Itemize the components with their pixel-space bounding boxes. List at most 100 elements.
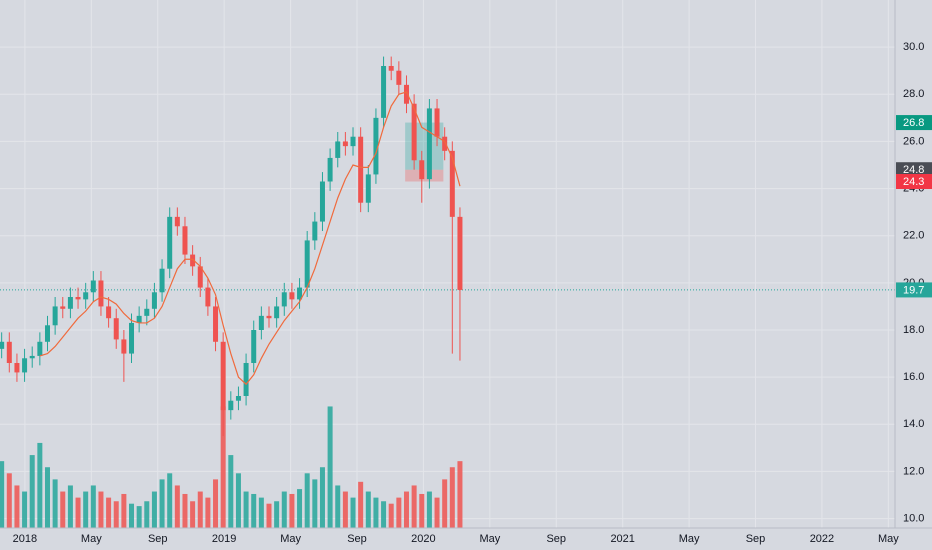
candle-body bbox=[449, 150, 455, 217]
candle-body bbox=[29, 355, 35, 359]
volume-bar bbox=[151, 491, 157, 528]
price-badge-label: 26.8 bbox=[903, 117, 924, 129]
price-badge bbox=[896, 282, 932, 298]
candle-body bbox=[388, 66, 394, 71]
volume-bar bbox=[235, 473, 241, 528]
candle-body bbox=[75, 297, 81, 300]
candle-body bbox=[281, 292, 287, 307]
price-labels: 26.8 24.824.3 19.7 bbox=[896, 115, 932, 298]
candle-body bbox=[22, 358, 28, 373]
x-tick-label: May bbox=[679, 533, 700, 545]
candle-body bbox=[335, 141, 341, 158]
candle-body bbox=[14, 363, 20, 373]
volume-bar bbox=[167, 473, 173, 528]
candle-body bbox=[442, 136, 448, 151]
volume-bar bbox=[121, 493, 127, 528]
candle-body bbox=[243, 363, 249, 396]
x-tick-label: May bbox=[878, 533, 899, 545]
candle-body bbox=[312, 221, 318, 241]
candle-body bbox=[396, 70, 402, 85]
candle-body bbox=[67, 297, 73, 309]
candle-body bbox=[403, 84, 409, 104]
y-tick-label: 12.0 bbox=[903, 465, 924, 477]
price-badge-label: 19.7 bbox=[903, 284, 924, 296]
volume-bar bbox=[106, 497, 112, 528]
candle-body bbox=[167, 216, 173, 269]
y-tick-label: 22.0 bbox=[903, 230, 924, 242]
candle-body bbox=[182, 226, 188, 255]
candle-body bbox=[411, 103, 417, 161]
x-tick-label: Sep bbox=[546, 533, 566, 545]
candle-body bbox=[258, 315, 264, 330]
volume-bar bbox=[342, 491, 348, 528]
price-badge bbox=[896, 115, 932, 131]
volume-bar bbox=[205, 497, 211, 528]
volume-bar bbox=[0, 461, 5, 528]
candle-body bbox=[319, 181, 325, 222]
volume-bar bbox=[220, 406, 226, 528]
y-tick-label: 28.0 bbox=[903, 88, 924, 100]
volume-bar bbox=[403, 491, 409, 528]
y-tick-label: 16.0 bbox=[903, 371, 924, 383]
price-badge bbox=[896, 162, 932, 178]
volume-bar bbox=[251, 493, 257, 528]
candle-body bbox=[90, 280, 96, 293]
x-tick-label: 2020 bbox=[411, 533, 435, 545]
candle-body bbox=[235, 396, 241, 401]
volume-bar bbox=[37, 442, 43, 528]
volume-bar bbox=[197, 491, 203, 528]
candle-body bbox=[213, 306, 219, 342]
candle-body bbox=[6, 341, 12, 363]
candle-body bbox=[197, 266, 203, 288]
candle-body bbox=[136, 315, 142, 323]
volume-bar bbox=[281, 491, 287, 528]
volume-bar bbox=[335, 485, 341, 528]
volume-bar bbox=[419, 493, 425, 528]
x-tick-label: May bbox=[280, 533, 301, 545]
volume-bar bbox=[98, 491, 104, 528]
candle-body bbox=[151, 292, 157, 309]
volume-bar bbox=[113, 501, 119, 528]
volume-bar bbox=[297, 489, 303, 528]
y-tick-label: 10.0 bbox=[903, 512, 924, 524]
candle-body bbox=[106, 306, 112, 319]
x-tick-label: 2022 bbox=[810, 533, 834, 545]
price-badge-label: 24.3 bbox=[903, 176, 924, 188]
volume-bar bbox=[29, 455, 35, 528]
volume-bar bbox=[228, 455, 234, 528]
volume-bar bbox=[174, 485, 180, 528]
x-tick-label: Sep bbox=[148, 533, 168, 545]
candle-body bbox=[304, 240, 310, 288]
candle-body bbox=[44, 325, 50, 342]
candle-body bbox=[426, 108, 432, 180]
price-badge bbox=[896, 174, 932, 189]
y-tick-label: 30.0 bbox=[903, 41, 924, 53]
volume-bar bbox=[83, 491, 89, 528]
candle-body bbox=[274, 306, 280, 319]
x-tick-label: Sep bbox=[347, 533, 367, 545]
volume-bar bbox=[258, 497, 264, 528]
volume-bar bbox=[6, 473, 12, 528]
candle-body bbox=[434, 108, 440, 137]
volume-bar bbox=[274, 501, 280, 528]
volume-bar bbox=[289, 493, 295, 528]
candle-body bbox=[129, 322, 135, 354]
x-tick-label: 2018 bbox=[13, 533, 37, 545]
grid bbox=[0, 0, 895, 528]
volume-bar bbox=[266, 503, 272, 528]
volume-bar bbox=[442, 479, 448, 528]
volume-bar bbox=[304, 473, 310, 528]
candle-body bbox=[381, 66, 387, 118]
candle-body bbox=[350, 136, 356, 147]
volume-bar bbox=[358, 481, 364, 528]
volume-bar bbox=[52, 479, 58, 528]
volume-bar bbox=[22, 491, 28, 528]
volume-bar bbox=[365, 491, 371, 528]
volume-bar bbox=[396, 497, 402, 528]
volume-pane bbox=[0, 406, 463, 528]
volume-bar bbox=[60, 491, 66, 528]
